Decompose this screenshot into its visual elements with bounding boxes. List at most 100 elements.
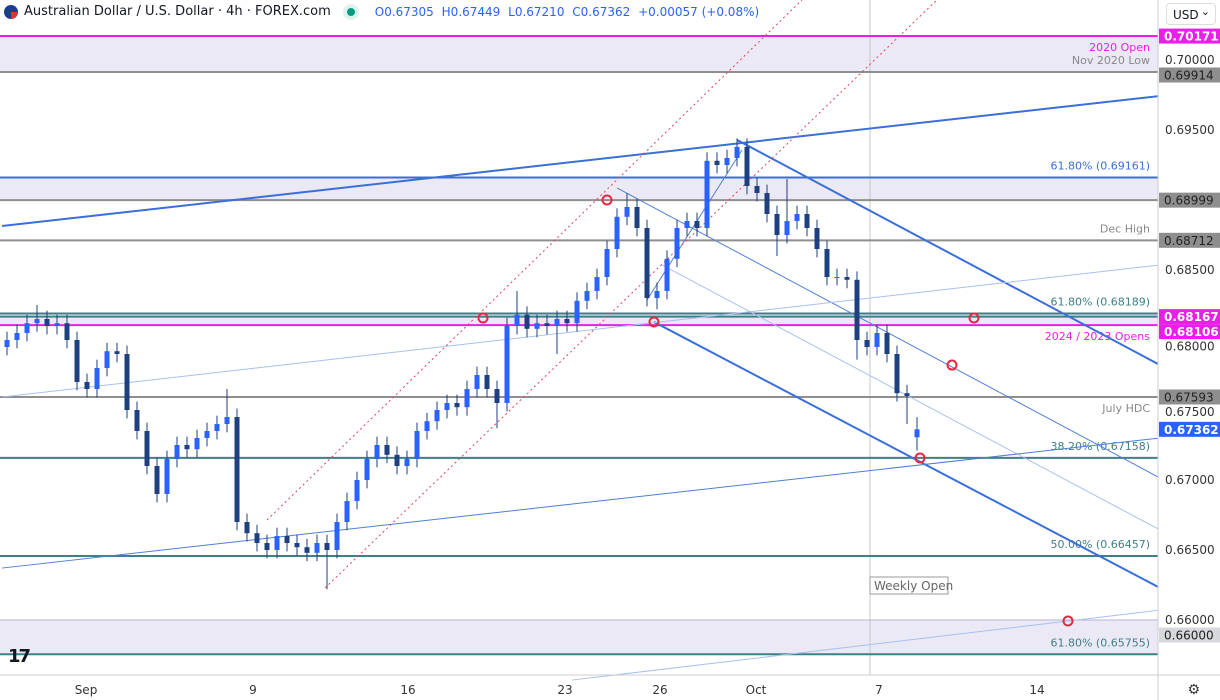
candle xyxy=(4,331,10,356)
candle xyxy=(284,527,290,552)
candle-body xyxy=(74,340,80,382)
candle xyxy=(634,198,640,237)
candle xyxy=(114,342,120,363)
candle xyxy=(704,152,710,237)
candle xyxy=(674,219,680,268)
candle-body xyxy=(274,536,280,550)
candle xyxy=(414,422,420,468)
symbol-title[interactable]: Australian Dollar / U.S. Dollar · 4h · F… xyxy=(24,4,331,19)
candle-body xyxy=(834,277,840,278)
candle xyxy=(884,324,890,363)
candle-body xyxy=(444,403,450,410)
candle-body xyxy=(714,160,720,165)
candle xyxy=(214,415,220,440)
candle xyxy=(204,422,210,447)
settings-gear-icon[interactable]: ⚙ xyxy=(1187,682,1200,698)
candle xyxy=(584,282,590,310)
candle-body xyxy=(244,522,250,534)
candle-body xyxy=(434,410,440,422)
candle xyxy=(914,417,920,451)
trendline xyxy=(1,264,1161,398)
market-status-icon xyxy=(346,7,355,16)
candle xyxy=(314,534,320,562)
candle xyxy=(384,436,390,464)
candle xyxy=(644,219,650,307)
last-price-tag xyxy=(1159,421,1220,437)
trendline xyxy=(1,94,1161,228)
change-value: +0.00057 (+0.08%) xyxy=(638,4,760,19)
candle-body xyxy=(594,277,600,291)
candle xyxy=(194,429,200,458)
candle xyxy=(164,450,170,503)
pivot-marker xyxy=(1062,615,1074,627)
candle xyxy=(814,219,820,258)
candle xyxy=(244,513,250,542)
candle-body xyxy=(684,221,690,228)
price-tag-label: 0.68106 xyxy=(1164,325,1219,339)
candle xyxy=(104,342,110,377)
candle xyxy=(544,314,550,335)
candle-body xyxy=(784,221,790,235)
candle-body xyxy=(354,480,360,501)
candle-body xyxy=(94,368,100,389)
price-tag-label: 0.68999 xyxy=(1164,194,1214,208)
candle-body xyxy=(904,393,910,396)
candle-body xyxy=(844,277,850,280)
candle xyxy=(774,205,780,256)
candle xyxy=(624,193,630,226)
candle-body xyxy=(614,216,620,249)
last-price-label: 0.67362 xyxy=(1164,423,1219,437)
price-tag xyxy=(1159,67,1220,83)
candle xyxy=(174,436,180,468)
candle xyxy=(654,282,660,310)
trendline xyxy=(653,321,1161,589)
candle-body xyxy=(314,543,320,553)
candle-body xyxy=(824,249,830,277)
price-tag xyxy=(1159,232,1220,248)
x-tick-label: 14 xyxy=(1029,683,1044,697)
candle-body xyxy=(124,354,130,410)
candle xyxy=(794,205,800,230)
price-tag xyxy=(1159,627,1220,643)
candle xyxy=(894,345,900,402)
price-tag xyxy=(1159,28,1220,44)
candle xyxy=(74,331,80,391)
candle-body xyxy=(384,445,390,455)
candle-body xyxy=(654,291,660,298)
currency-selector[interactable]: USD xyxy=(1166,1,1216,25)
candle xyxy=(604,240,610,286)
x-tick-label: Oct xyxy=(746,683,767,697)
low-value: L0.67210 xyxy=(508,4,565,19)
candle-body xyxy=(854,279,860,340)
trendline xyxy=(571,609,1161,681)
candle-body xyxy=(704,160,710,228)
candle-body xyxy=(14,333,20,340)
level-label: 2020 Open xyxy=(1089,41,1150,54)
trendline xyxy=(1,437,1161,569)
candle-body xyxy=(364,459,370,480)
level-label: July HDC xyxy=(1101,402,1150,415)
candle xyxy=(494,380,500,429)
level-label: 50.00% (0.66457) xyxy=(1050,538,1150,551)
weekly-open-label: Weekly Open xyxy=(874,579,953,593)
candle xyxy=(124,345,130,419)
y-tick-label: 0.68000 xyxy=(1165,340,1215,354)
candle xyxy=(844,268,850,289)
candle xyxy=(184,436,190,458)
candle xyxy=(714,152,720,174)
pivot-marker xyxy=(648,316,660,328)
y-tick-label: 0.70000 xyxy=(1165,53,1215,67)
candle xyxy=(14,324,20,349)
y-tick-label: 0.67000 xyxy=(1165,473,1215,487)
candle-body xyxy=(914,429,920,438)
level-label: 61.80% (0.65755) xyxy=(1050,636,1150,649)
candle-body xyxy=(574,300,580,324)
price-tag-label: 0.70171 xyxy=(1164,30,1219,44)
candle xyxy=(294,534,300,556)
candle-body xyxy=(184,445,190,450)
tradingview-logo[interactable]: 17 xyxy=(8,646,31,667)
candle xyxy=(84,373,90,398)
candle-body xyxy=(454,403,460,408)
candle xyxy=(224,389,230,433)
